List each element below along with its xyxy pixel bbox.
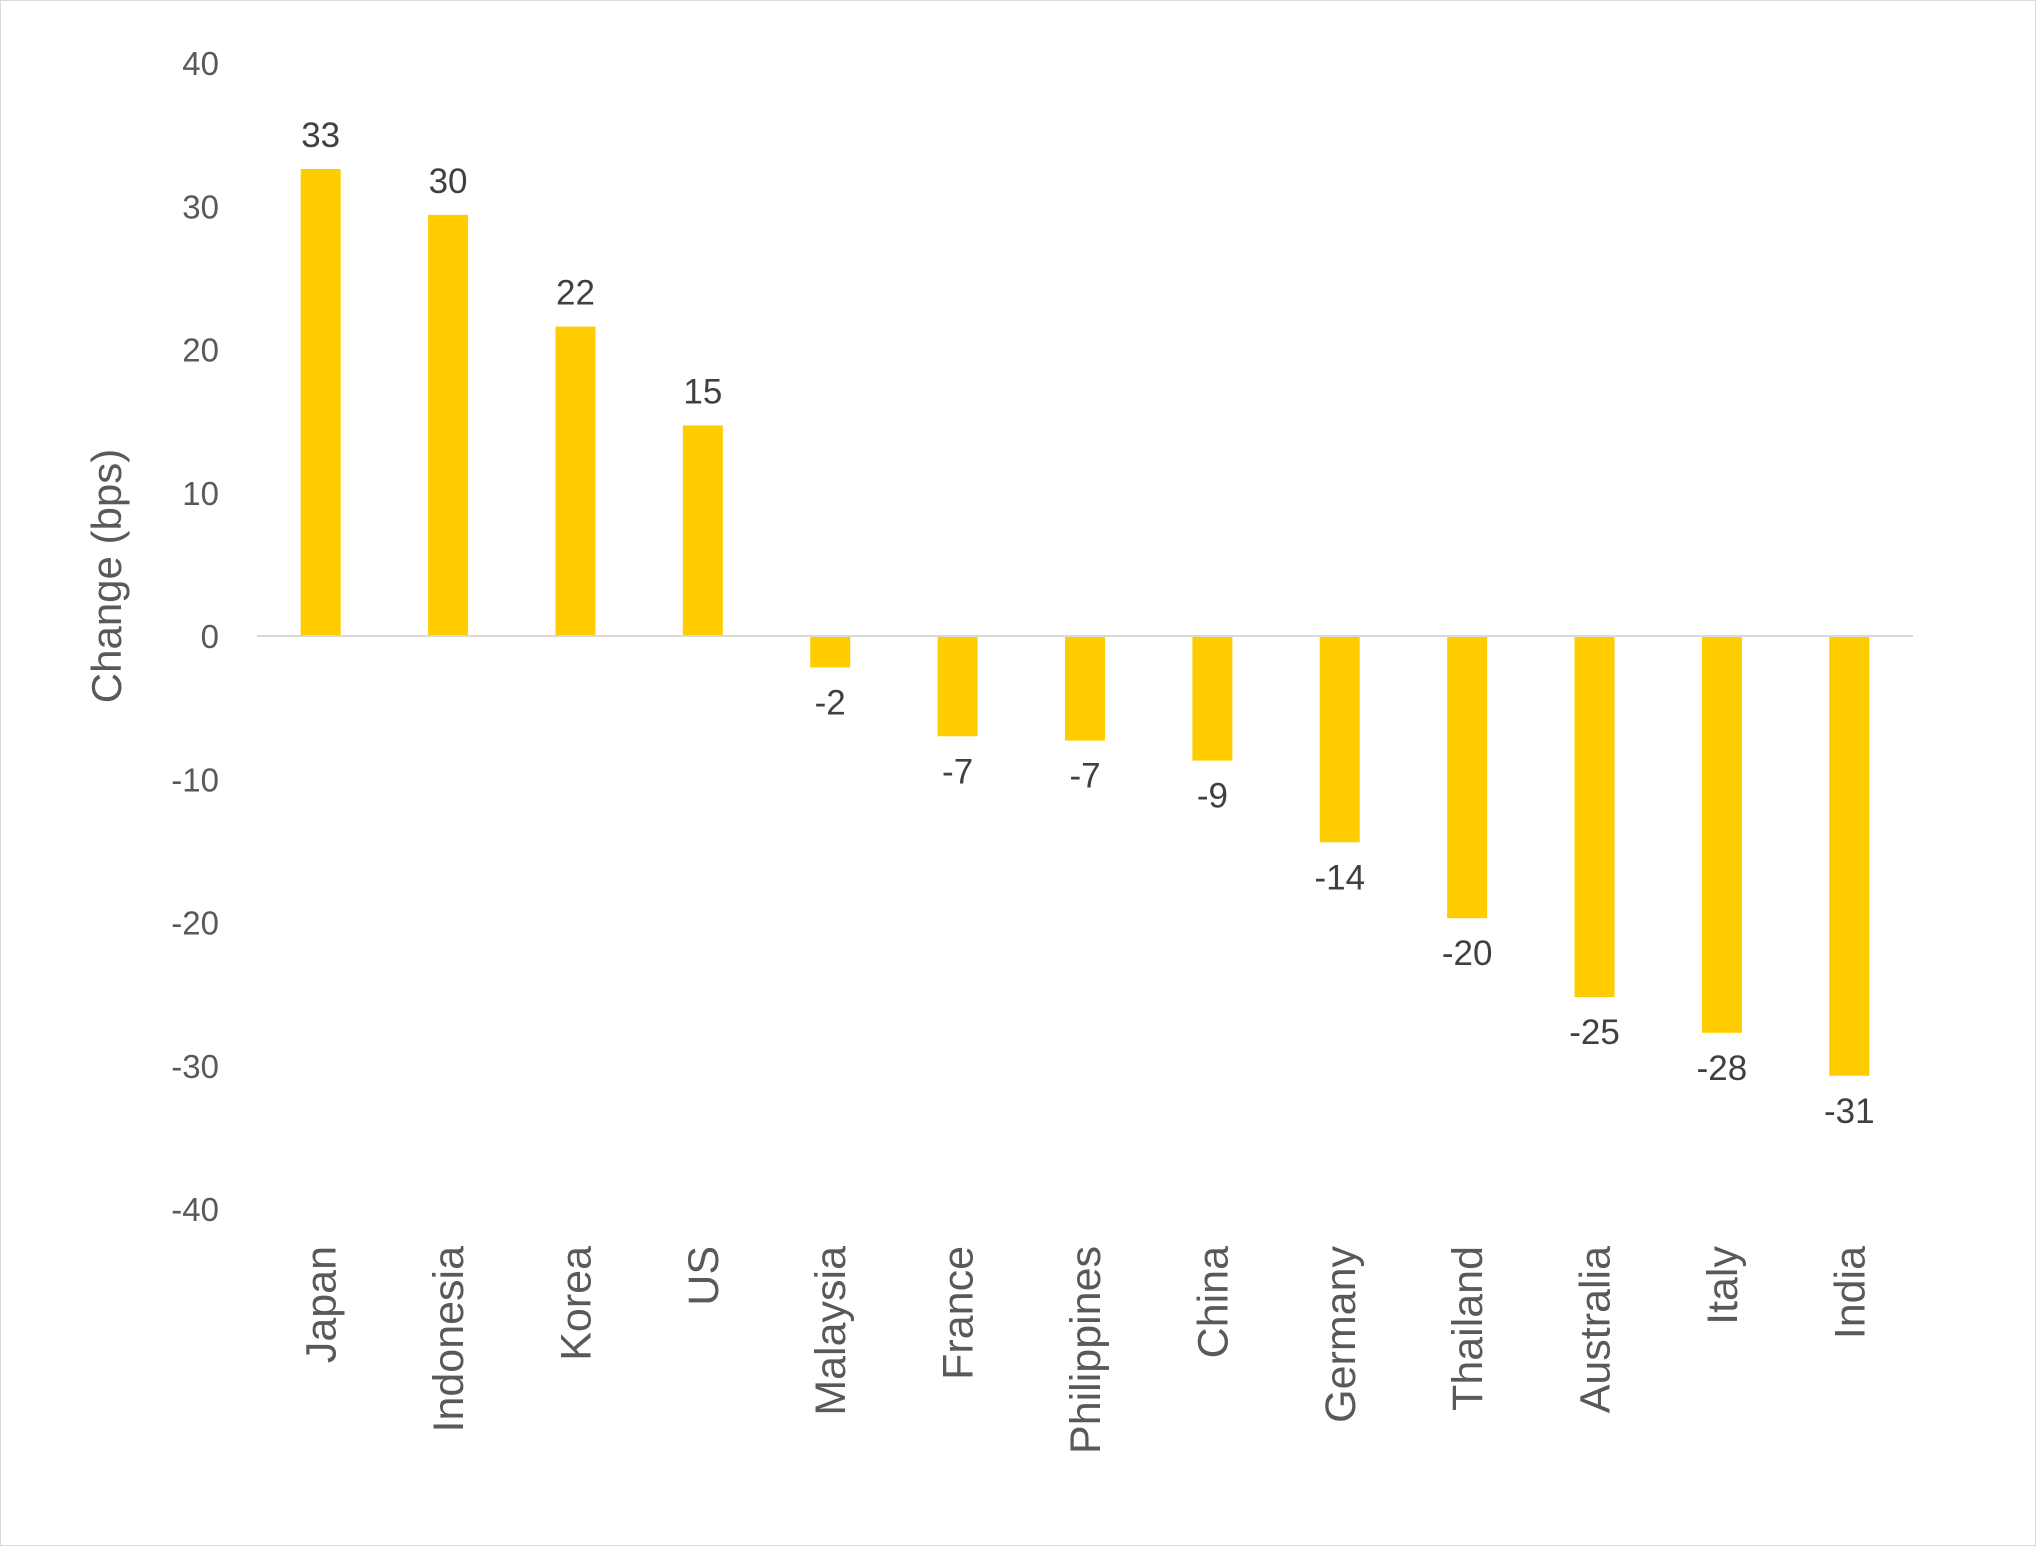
data-label: -20 — [1442, 934, 1493, 973]
bar — [1701, 636, 1742, 1033]
bar — [555, 326, 596, 636]
bar — [937, 636, 978, 737]
data-label: 22 — [556, 274, 595, 313]
data-label: -31 — [1824, 1092, 1875, 1131]
data-label: -28 — [1697, 1049, 1748, 1088]
data-label: -7 — [942, 752, 973, 791]
bar — [1447, 636, 1488, 919]
data-label: -14 — [1314, 858, 1365, 897]
bar — [428, 214, 469, 636]
category-label: Japan — [298, 1246, 346, 1363]
data-label: 15 — [683, 372, 722, 411]
bar — [300, 169, 341, 636]
category-label: France — [935, 1246, 983, 1380]
category-label: Malaysia — [807, 1246, 855, 1416]
y-tick-label: 30 — [182, 188, 219, 225]
category-label: Indonesia — [425, 1246, 473, 1433]
data-label: -7 — [1069, 757, 1100, 796]
y-tick-label: -40 — [171, 1191, 219, 1228]
y-tick-label: -20 — [171, 905, 219, 942]
bar — [1574, 636, 1615, 997]
data-label: 30 — [429, 162, 468, 201]
bars — [300, 169, 1870, 1076]
bar — [1065, 636, 1105, 741]
bar — [1319, 636, 1360, 843]
data-label: -9 — [1197, 777, 1228, 816]
category-label: Philippines — [1062, 1246, 1110, 1454]
y-axis-title: Change (bps) — [83, 449, 130, 703]
category-label: Germany — [1317, 1246, 1365, 1423]
data-label: -25 — [1569, 1013, 1620, 1052]
y-tick-label: -10 — [171, 761, 219, 798]
y-tick-label: 10 — [182, 475, 219, 512]
bar — [1829, 636, 1870, 1076]
data-labels: 33 30 22 15 -2 -7 -7 -9 -14 -20 -25 -28 -31 — [301, 116, 1874, 1131]
y-axis-ticks: 40 30 20 10 0 -10 -20 -30 -40 — [171, 45, 219, 1228]
bar — [682, 425, 723, 636]
category-label: Thailand — [1444, 1246, 1492, 1411]
category-label: US — [680, 1246, 728, 1306]
y-tick-label: 40 — [182, 45, 219, 82]
category-label: Australia — [1572, 1246, 1620, 1413]
category-label: Italy — [1699, 1246, 1747, 1325]
bar — [810, 636, 851, 668]
data-label: 33 — [301, 116, 340, 155]
category-label: India — [1826, 1246, 1874, 1339]
data-label: -2 — [815, 684, 846, 723]
category-label: China — [1189, 1246, 1237, 1358]
bar — [1192, 636, 1233, 761]
y-tick-label: 20 — [182, 332, 219, 369]
category-label: Korea — [552, 1246, 600, 1361]
category-labels: Japan Indonesia Korea US Malaysia France Phili… — [298, 1246, 1875, 1454]
y-tick-label: 0 — [201, 618, 219, 655]
y-tick-label: -30 — [171, 1048, 219, 1085]
